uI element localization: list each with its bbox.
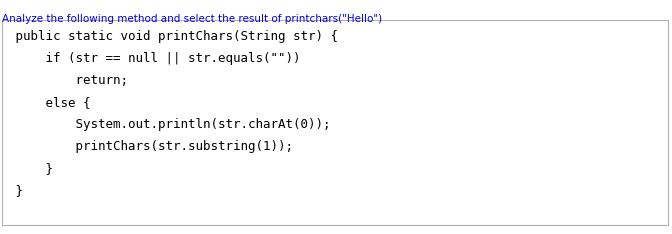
Text: Analyze the following method and select the result of printchars("Hello"): Analyze the following method and select … — [2, 14, 382, 24]
Text: return;: return; — [8, 74, 128, 87]
Text: printChars(str.substring(1));: printChars(str.substring(1)); — [8, 140, 293, 153]
Text: public static void printChars(String str) {: public static void printChars(String str… — [8, 30, 338, 43]
Text: }: } — [8, 184, 23, 197]
Bar — [2, 20, 668, 225]
Text: }: } — [8, 162, 53, 175]
Text: System.out.println(str.charAt(0));: System.out.println(str.charAt(0)); — [8, 118, 331, 131]
Text: if (str == null || str.equals("")): if (str == null || str.equals("")) — [8, 52, 300, 65]
Text: else {: else { — [8, 96, 91, 109]
